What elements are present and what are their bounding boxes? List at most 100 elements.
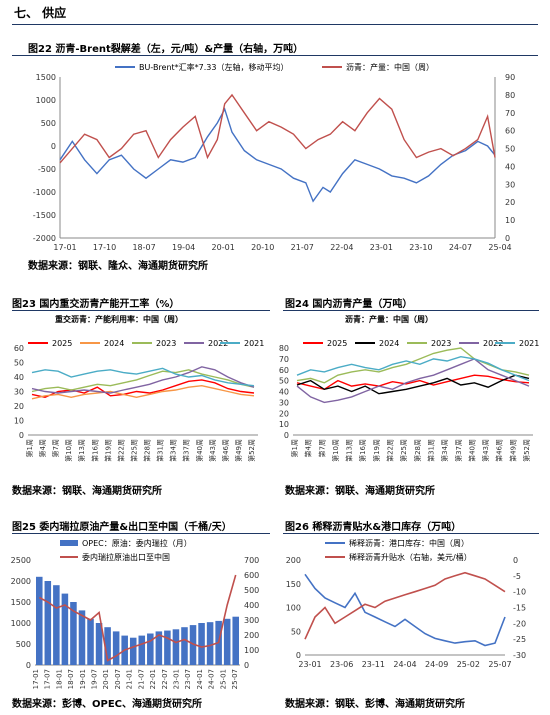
legend-label: 稀释沥青升贴水（右轴，美元/桶） <box>349 552 472 562</box>
x-tick: 第13周 <box>77 439 86 462</box>
y-tick: 1000 <box>11 619 31 628</box>
y-tick: 20 <box>14 402 24 411</box>
legend-label: 2021 <box>519 339 539 348</box>
figure-24-rule <box>283 310 539 311</box>
x-tick: 第1周 <box>290 439 299 457</box>
x-tick: 17-01 <box>53 243 76 252</box>
bar <box>112 631 120 665</box>
y-tick: 70 <box>279 355 289 364</box>
chart-22: -2000 -1500 -1000 -500 0 500 1000 1500 0 10 20 30 40… <box>33 62 515 252</box>
bar <box>189 625 197 665</box>
x-tick: 21-07 <box>137 669 145 689</box>
figure-23-rule <box>12 310 270 311</box>
figure-22-source: 数据来源：钢联、隆众、海通期货研究所 <box>28 261 208 272</box>
x-tick: 19-01 <box>79 669 87 689</box>
series-line-2024 <box>296 374 530 395</box>
x-tick: 24-07 <box>208 669 216 689</box>
figure-26-title: 图26 稀释沥青贴水&港口库存（万吨） <box>285 522 462 533</box>
x-tick: 第49周 <box>234 439 243 462</box>
y2-tick: 20 <box>505 198 515 207</box>
x-tick: 第10周 <box>64 439 73 462</box>
x-tick: 第34周 <box>169 439 178 462</box>
figure-25-title: 图25 委内瑞拉原油产量&出口至中国（千桶/天） <box>12 522 232 533</box>
series-line-0 <box>304 573 506 647</box>
bar <box>232 616 239 665</box>
x-tick: 22-01 <box>149 669 157 689</box>
y2-tick: 700 <box>244 556 259 565</box>
y-tick: 10 <box>279 420 289 429</box>
x-tick: 18-07 <box>67 669 75 689</box>
y-tick: 1500 <box>36 73 56 82</box>
x-tick: 17-01 <box>32 669 40 689</box>
y-tick: 60 <box>279 366 289 375</box>
x-tick: 第16周 <box>90 439 99 462</box>
x-tick: 17-07 <box>44 669 52 689</box>
x-tick: 25-07 <box>488 660 511 669</box>
x-tick: 第25周 <box>399 439 408 462</box>
bar <box>78 610 86 665</box>
x-tick: 第34周 <box>440 439 449 462</box>
y-tick: -2000 <box>33 234 56 243</box>
legend-label: 2023 <box>431 339 451 348</box>
bar <box>172 629 180 665</box>
y-tick: 150 <box>286 580 301 589</box>
chart-25: 0 500 1000 1500 2000 2500 0 100 200 300 400 500 600 7… <box>11 538 260 689</box>
y-tick: 1500 <box>11 598 31 607</box>
x-tick: 21-01 <box>126 669 134 689</box>
y-tick: 0 <box>296 651 301 660</box>
series-line-2025 <box>296 374 530 391</box>
y2-tick: 400 <box>244 601 259 610</box>
x-tick: 第25周 <box>129 439 138 462</box>
figure-23-title: 图23 国内重交沥青产能开工率（%） <box>12 299 180 310</box>
legend-label: 2025 <box>52 339 72 348</box>
y2-tick: -20 <box>513 619 526 628</box>
legend-label: 2023 <box>156 339 176 348</box>
legend-label: 2022 <box>483 339 503 348</box>
y-tick: 10 <box>14 417 24 426</box>
y2-tick: 50 <box>505 145 515 154</box>
x-tick: 23-11 <box>362 660 385 669</box>
y-tick: 0 <box>26 661 31 670</box>
figure-26-rule <box>283 533 539 534</box>
y-tick: 0 <box>284 431 289 440</box>
legend-label: 2024 <box>104 339 124 348</box>
legend-label: OPEC：原油：委内瑞拉（月） <box>82 538 192 548</box>
bar <box>61 593 69 665</box>
figure-24-source: 数据来源：钢联、海通期货研究所 <box>285 486 435 497</box>
x-tick: 24-01 <box>196 669 204 689</box>
y2-tick: 0 <box>513 556 518 565</box>
chart-26: 0 50 100 150 200 0 -5 -10 -15 -20 -25 -30 23-01 23-06… <box>286 538 526 669</box>
y2-tick: 90 <box>505 73 515 82</box>
section-rule <box>12 24 538 25</box>
bar <box>198 623 205 665</box>
x-tick: 第19周 <box>103 439 112 462</box>
series-line-2024 <box>31 384 255 400</box>
bar <box>53 585 60 665</box>
x-tick: 20-01 <box>212 243 235 252</box>
x-tick: 第16周 <box>358 439 367 462</box>
x-tick: 第13周 <box>345 439 354 462</box>
x-tick: 24-09 <box>425 660 448 669</box>
x-tick: 第43周 <box>481 439 490 462</box>
y-tick: 200 <box>286 556 301 565</box>
x-tick: 第19周 <box>372 439 381 462</box>
y-tick: 50 <box>291 627 301 636</box>
x-tick: 第37周 <box>182 439 191 462</box>
x-tick: 第52周 <box>247 439 256 462</box>
bar <box>206 622 214 665</box>
x-tick: 22-07 <box>161 669 169 689</box>
bar <box>95 623 103 665</box>
x-tick: 第22周 <box>116 439 125 462</box>
bar <box>147 633 154 665</box>
series-line-1 <box>304 571 506 640</box>
bar <box>104 627 111 665</box>
x-tick: 18-01 <box>55 669 63 689</box>
y-tick: -1500 <box>33 211 56 220</box>
y-tick: 30 <box>14 388 24 397</box>
y-tick: 50 <box>14 359 24 368</box>
figure-22-rule <box>12 55 538 56</box>
y-tick: 0 <box>51 142 56 151</box>
y-tick: 100 <box>286 604 301 613</box>
